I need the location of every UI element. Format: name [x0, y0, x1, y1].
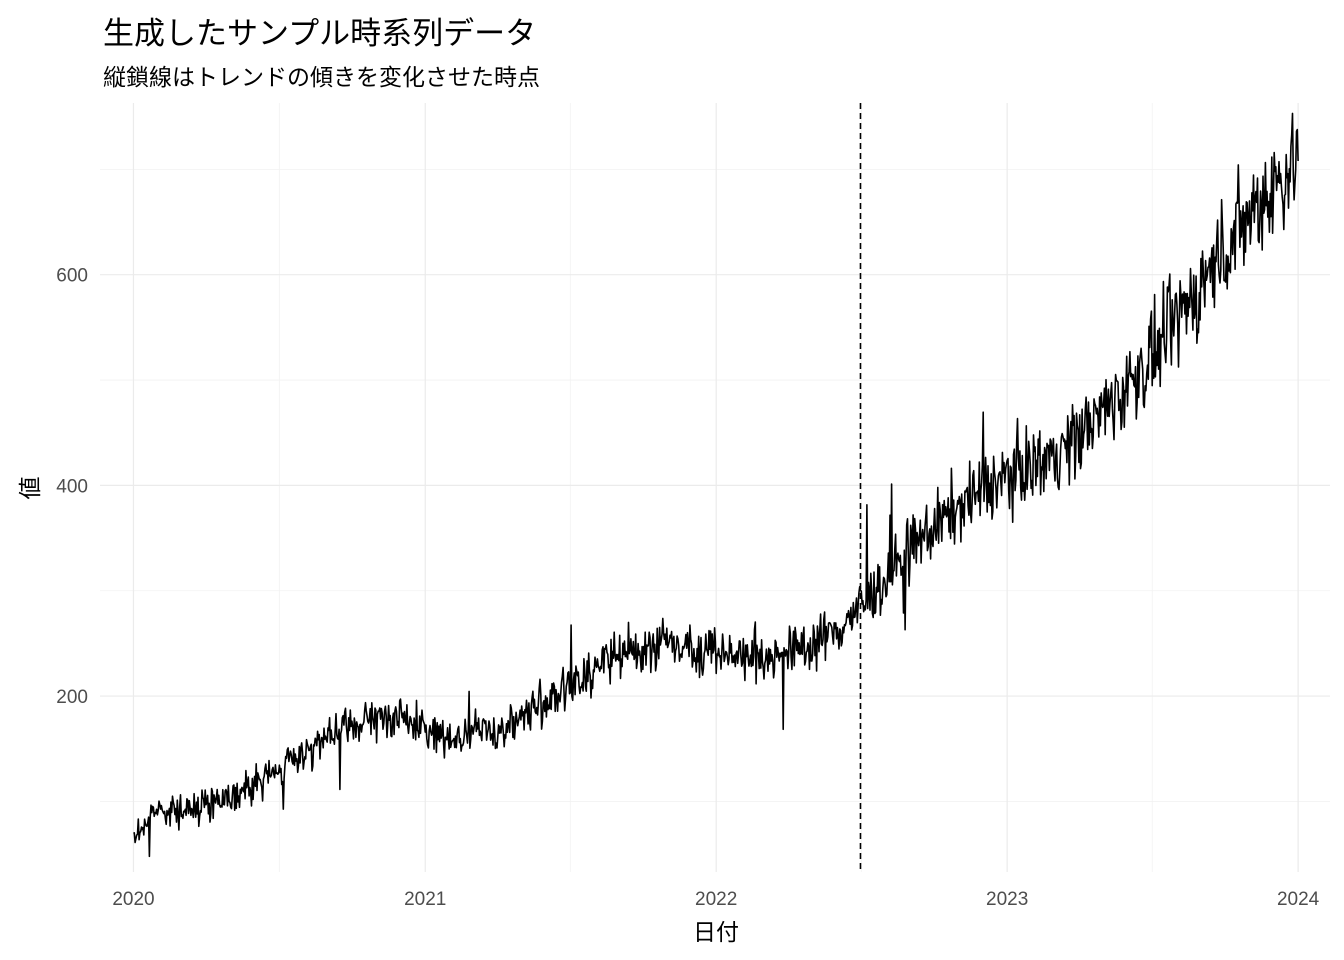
x-tick-label: 2023 — [986, 889, 1028, 910]
y-axis-title: 値 — [18, 477, 44, 500]
x-axis-title: 日付 — [693, 920, 739, 946]
x-tick-label: 2024 — [1277, 889, 1320, 910]
plot-marks — [133, 103, 1299, 872]
series-line — [133, 112, 1299, 858]
x-axis-ticks: 2020 2021 2022 2023 2024 — [112, 889, 1319, 910]
x-tick-label: 2020 — [112, 889, 154, 910]
y-tick-label: 200 — [56, 687, 88, 708]
major-gridlines — [100, 103, 1330, 872]
chart-title: 生成したサンプル時系列データ — [103, 16, 537, 52]
y-axis-ticks: 200 400 600 — [56, 266, 88, 708]
x-tick-label: 2022 — [695, 889, 737, 910]
minor-gridlines — [100, 103, 1330, 872]
y-tick-label: 600 — [56, 266, 88, 287]
y-tick-label: 400 — [56, 476, 88, 497]
x-tick-label: 2021 — [404, 889, 446, 910]
chart-subtitle: 縦鎖線はトレンドの傾きを変化させた時点 — [103, 65, 540, 91]
